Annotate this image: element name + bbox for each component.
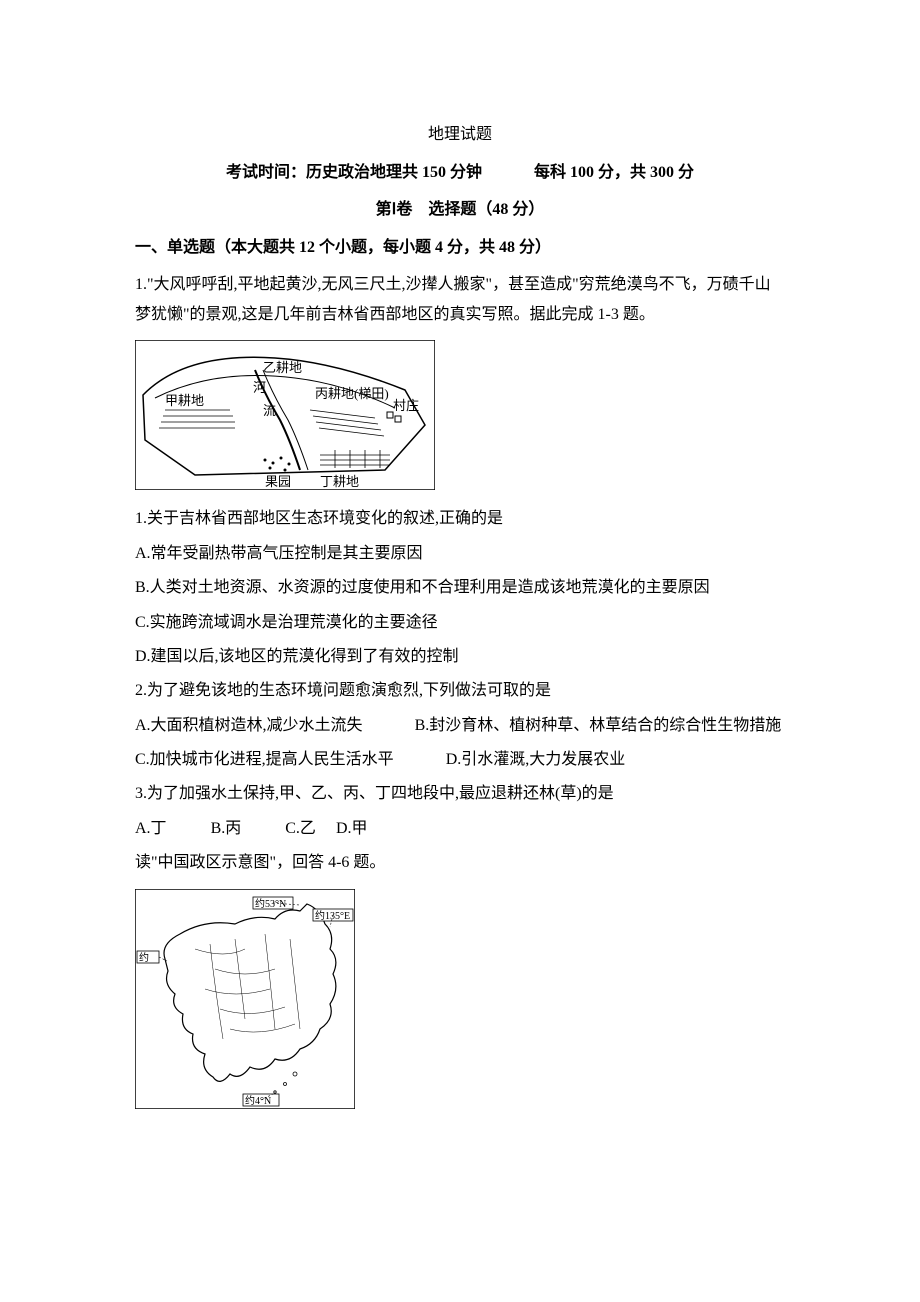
figure-terrain: 乙耕地 河 流 丙耕地(梯田) 甲耕地 村庄 果园 丁耕地 [135,340,785,490]
part-title-text: 第Ⅰ卷 选择题（48 分） [376,201,545,218]
doc-title-text: 地理试题 [428,126,492,143]
q1-b-text: B.人类对土地资源、水资源的过度使用和不合理利用是造成该地荒漠化的主要原因 [135,579,710,596]
exam-time: 考试时间：历史政治地理共 150 分钟 [226,164,482,181]
label-river1: 河 [253,380,266,395]
label-orchard: 果园 [265,474,291,489]
map-lat-bottom: 约4°N [245,1094,271,1107]
label-plot-c: 丙耕地(梯田) [315,386,389,401]
china-map-svg: 约53°N 约135°E 约 约4°N [135,889,355,1109]
q2-b-text: B.封沙育林、植树种草、林草结合的综合性生物措施 [415,717,782,734]
q2-line-cd: C.加快城市化进程,提高人民生活水平 D.引水灌溉,大力发展农业 [135,745,785,775]
q2-stem: 2.为了避免该地的生态环境问题愈演愈烈,下列做法可取的是 [135,676,785,706]
exam-score: 每科 100 分，共 300 分 [534,164,694,181]
label-river2: 流 [263,403,276,418]
q1-opt-b: B.人类对土地资源、水资源的过度使用和不合理利用是造成该地荒漠化的主要原因 [135,573,785,603]
q3-b-text: B.丙 [211,820,242,837]
q2-stem-text: 2.为了避免该地的生态环境问题愈演愈烈,下列做法可取的是 [135,682,551,699]
exam-info: 考试时间：历史政治地理共 150 分钟 每科 100 分，共 300 分 [135,158,785,188]
intro2-paragraph: 读"中国政区示意图"，回答 4-6 题。 [135,848,785,878]
label-plot-d: 丁耕地 [320,474,359,489]
q3-c-text: C.乙 [285,820,316,837]
q3-a-text: A.丁 [135,820,167,837]
q2-d-text: D.引水灌溉,大力发展农业 [446,751,626,768]
intro-text: 1."大风呼呼刮,平地起黄沙,无风三尺土,沙撵人搬家"，甚至造成"穷荒绝漠鸟不飞… [135,276,771,323]
q3-options: A.丁 B.丙 C.乙 D.甲 [135,814,785,844]
q1-opt-a: A.常年受副热带高气压控制是其主要原因 [135,539,785,569]
q1-a-text: A.常年受副热带高气压控制是其主要原因 [135,545,423,562]
q3-d-text: D.甲 [336,820,368,837]
part-title: 第Ⅰ卷 选择题（48 分） [135,195,785,225]
map-lon-right: 约135°E [315,909,350,922]
q3-stem: 3.为了加强水土保持,甲、乙、丙、丁四地段中,最应退耕还林(草)的是 [135,779,785,809]
q3-stem-text: 3.为了加强水土保持,甲、乙、丙、丁四地段中,最应退耕还林(草)的是 [135,785,614,802]
intro-paragraph: 1."大风呼呼刮,平地起黄沙,无风三尺土,沙撵人搬家"，甚至造成"穷荒绝漠鸟不飞… [135,270,785,331]
q1-c-text: C.实施跨流域调水是治理荒漠化的主要途径 [135,614,438,631]
label-plot-b: 乙耕地 [263,360,302,375]
q1-opt-d: D.建国以后,该地区的荒漠化得到了有效的控制 [135,642,785,672]
section-heading-text: 一、单选题（本大题共 12 个小题，每小题 4 分，共 48 分） [135,239,551,256]
section-heading: 一、单选题（本大题共 12 个小题，每小题 4 分，共 48 分） [135,233,785,263]
q2-a-text: A.大面积植树造林,减少水土流失 [135,717,363,734]
label-village: 村庄 [393,398,419,413]
figure-china-map: 约53°N 约135°E 约 约4°N [135,889,785,1109]
q1-stem-text: 1.关于吉林省西部地区生态环境变化的叙述,正确的是 [135,510,503,527]
q2-c-text: C.加快城市化进程,提高人民生活水平 [135,751,394,768]
q1-opt-c: C.实施跨流域调水是治理荒漠化的主要途径 [135,608,785,638]
label-plot-a: 甲耕地 [165,393,204,408]
terrain-svg: 乙耕地 河 流 丙耕地(梯田) 甲耕地 村庄 果园 丁耕地 [135,340,435,490]
q1-stem: 1.关于吉林省西部地区生态环境变化的叙述,正确的是 [135,504,785,534]
q1-d-text: D.建国以后,该地区的荒漠化得到了有效的控制 [135,648,459,665]
map-lon-left: 约 [139,951,149,964]
doc-title: 地理试题 [135,120,785,150]
intro2-text: 读"中国政区示意图"，回答 4-6 题。 [135,854,385,871]
q2-line-ab: A.大面积植树造林,减少水土流失 B.封沙育林、植树种草、林草结合的综合性生物措… [135,711,785,741]
